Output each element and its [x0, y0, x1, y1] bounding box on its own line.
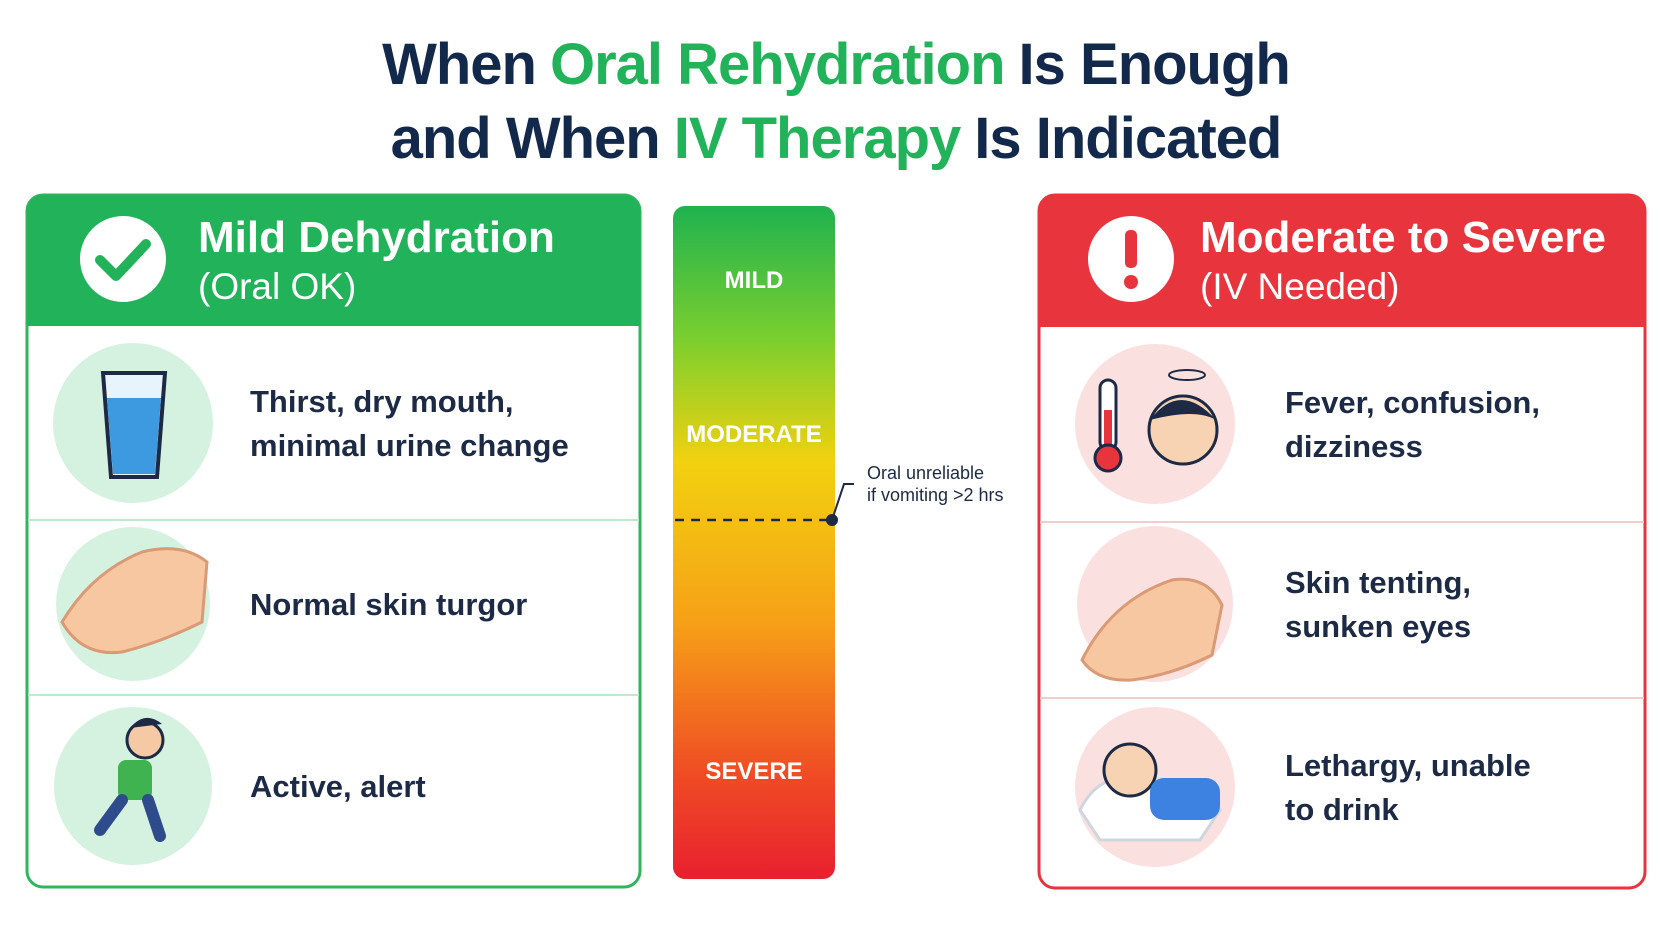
left-panel: Mild Dehydration (Oral OK)	[25, 193, 642, 889]
title-text: When	[382, 32, 536, 97]
item-text: Skin tenting,	[1285, 565, 1471, 600]
item-text: Thirst, dry mouth,	[250, 384, 514, 419]
text-layer: Thirst, dry mouth, minimal urine change No…	[250, 267, 1540, 827]
scale-label: SEVERE	[705, 758, 802, 785]
scale-label: MILD	[725, 267, 784, 294]
title-text: Is Enough	[1019, 32, 1290, 97]
panel-heading: Moderate to Severe	[1200, 213, 1606, 262]
item-text: dizziness	[1285, 429, 1423, 464]
title-highlight: IV Therapy	[674, 106, 961, 171]
severity-scale	[673, 206, 854, 879]
title-line: When Oral Rehydration Is Enough	[382, 32, 1290, 97]
panel-subheading: (IV Needed)	[1200, 266, 1400, 307]
item-text: minimal urine change	[250, 428, 569, 463]
right-panel: Moderate to Severe (IV Needed)	[1037, 193, 1647, 890]
scale-label: MODERATE	[686, 421, 822, 448]
title-highlight: Oral Rehydration	[550, 32, 1005, 97]
item-text: Fever, confusion,	[1285, 385, 1540, 420]
item-text: Normal skin turgor	[250, 587, 527, 622]
title-line: and When IV Therapy Is Indicated	[391, 106, 1282, 171]
scale-annotation: if vomiting >2 hrs	[867, 485, 1004, 505]
item-text: Lethargy, unable	[1285, 748, 1531, 783]
item-text: Active, alert	[250, 769, 426, 804]
panel-subheading: (Oral OK)	[198, 266, 356, 307]
title-text: and When	[391, 106, 660, 171]
panel-heading: Mild Dehydration	[198, 213, 555, 262]
item-text: sunken eyes	[1285, 609, 1471, 644]
item-text: to drink	[1285, 792, 1399, 827]
title-text: Is Indicated	[974, 106, 1281, 171]
scale-annotation: Oral unreliable	[867, 463, 984, 483]
